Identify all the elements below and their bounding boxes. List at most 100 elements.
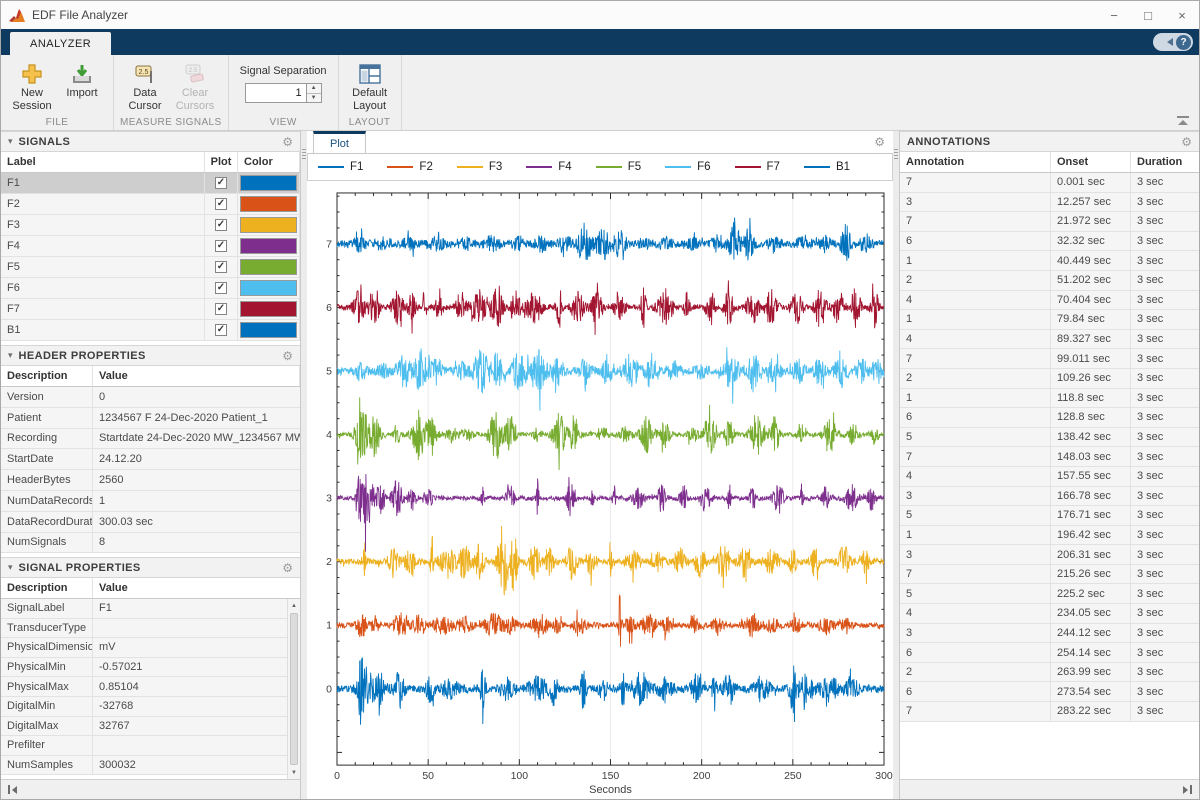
- clear-cursors-button[interactable]: 2.5 Clear Cursors: [170, 59, 220, 113]
- collapse-signals-icon[interactable]: ▾: [8, 136, 13, 147]
- annotation-row[interactable]: 489.327 sec3 sec: [900, 330, 1199, 350]
- signal-row-f2[interactable]: F2✓: [1, 194, 300, 215]
- stepper-down-icon[interactable]: ▼: [307, 94, 321, 103]
- signal-row-b1[interactable]: B1✓: [1, 320, 300, 341]
- annotation-row[interactable]: 6254.14 sec3 sec: [900, 643, 1199, 663]
- plot-area[interactable]: 05010015020025030001234567Seconds: [307, 181, 893, 799]
- header-property-row[interactable]: StartDate24.12.20: [1, 449, 300, 470]
- signal-property-row[interactable]: Prefilter: [1, 736, 287, 756]
- annotation-row[interactable]: 4157.55 sec3 sec: [900, 467, 1199, 487]
- scroll-down-icon[interactable]: ▼: [288, 766, 300, 779]
- annotation-row[interactable]: 3244.12 sec3 sec: [900, 624, 1199, 644]
- color-swatch[interactable]: [240, 217, 297, 233]
- annotation-row[interactable]: 1118.8 sec3 sec: [900, 389, 1199, 409]
- tab-analyzer[interactable]: ANALYZER: [10, 32, 111, 55]
- signal-separation-stepper[interactable]: ▲ ▼: [307, 83, 322, 103]
- signal-property-row[interactable]: DigitalMax32767: [1, 717, 287, 737]
- minimize-button[interactable]: −: [1097, 1, 1131, 29]
- annotation-row[interactable]: 721.972 sec3 sec: [900, 212, 1199, 232]
- annotation-row[interactable]: 312.257 sec3 sec: [900, 193, 1199, 213]
- collapse-right-panel-icon[interactable]: [1183, 785, 1192, 794]
- signal-property-row[interactable]: PhysicalMax0.85104: [1, 677, 287, 697]
- plot-checkbox[interactable]: ✓: [215, 240, 227, 252]
- signal-row-f1[interactable]: F1✓: [1, 173, 300, 194]
- annotation-row[interactable]: 6273.54 sec3 sec: [900, 682, 1199, 702]
- data-cursor-button[interactable]: 2.5 Data Cursor: [120, 59, 170, 113]
- annotation-row[interactable]: 7283.22 sec3 sec: [900, 702, 1199, 722]
- signal-row-f6[interactable]: F6✓: [1, 278, 300, 299]
- annotation-row[interactable]: 470.404 sec3 sec: [900, 291, 1199, 311]
- signal-property-row[interactable]: TransducerType: [1, 619, 287, 639]
- header-properties-gear-icon[interactable]: ⚙: [282, 350, 293, 362]
- import-button[interactable]: Import: [57, 59, 107, 100]
- annotation-row[interactable]: 7215.26 sec3 sec: [900, 565, 1199, 585]
- annotation-row[interactable]: 179.84 sec3 sec: [900, 310, 1199, 330]
- legend-item-f2[interactable]: F2: [387, 161, 432, 173]
- annotation-row[interactable]: 632.32 sec3 sec: [900, 232, 1199, 252]
- legend-item-b1[interactable]: B1: [804, 161, 850, 173]
- signal-props-scrollbar[interactable]: ▲ ▼: [287, 599, 300, 779]
- color-swatch[interactable]: [240, 280, 297, 296]
- annotation-row[interactable]: 2263.99 sec3 sec: [900, 663, 1199, 683]
- annotation-row[interactable]: 7148.03 sec3 sec: [900, 447, 1199, 467]
- header-property-row[interactable]: RecordingStartdate 24-Dec-2020 MW_123456…: [1, 429, 300, 450]
- signal-property-row[interactable]: PhysicalMin-0.57021: [1, 658, 287, 678]
- stepper-up-icon[interactable]: ▲: [307, 84, 321, 94]
- help-button[interactable]: ?: [1153, 33, 1193, 51]
- plot-checkbox[interactable]: ✓: [215, 177, 227, 189]
- header-property-row[interactable]: NumSignals8: [1, 533, 300, 554]
- signal-property-row[interactable]: NumSamples300032: [1, 756, 287, 776]
- default-layout-button[interactable]: Default Layout: [345, 59, 395, 113]
- plot-gear-icon[interactable]: ⚙: [874, 135, 885, 149]
- plot-checkbox[interactable]: ✓: [215, 219, 227, 231]
- collapse-ribbon-button[interactable]: [1177, 116, 1189, 125]
- annotation-row[interactable]: 1196.42 sec3 sec: [900, 526, 1199, 546]
- annotation-row[interactable]: 140.449 sec3 sec: [900, 251, 1199, 271]
- annotation-row[interactable]: 4234.05 sec3 sec: [900, 604, 1199, 624]
- annotation-row[interactable]: 5225.2 sec3 sec: [900, 584, 1199, 604]
- tab-plot[interactable]: Plot: [313, 131, 366, 153]
- collapse-signal-properties-icon[interactable]: ▾: [8, 562, 13, 573]
- annotation-row[interactable]: 5176.71 sec3 sec: [900, 506, 1199, 526]
- new-session-button[interactable]: New Session: [7, 59, 57, 113]
- signal-property-row[interactable]: SignalLabelF1: [1, 599, 287, 619]
- plot-checkbox[interactable]: ✓: [215, 303, 227, 315]
- annotation-row[interactable]: 3166.78 sec3 sec: [900, 487, 1199, 507]
- legend-item-f5[interactable]: F5: [596, 161, 641, 173]
- plot-checkbox[interactable]: ✓: [215, 324, 227, 336]
- maximize-button[interactable]: □: [1131, 1, 1165, 29]
- signal-row-f7[interactable]: F7✓: [1, 299, 300, 320]
- header-property-row[interactable]: HeaderBytes2560: [1, 470, 300, 491]
- plot-checkbox[interactable]: ✓: [215, 282, 227, 294]
- signal-property-row[interactable]: DigitalMin-32768: [1, 697, 287, 717]
- close-button[interactable]: ×: [1165, 1, 1199, 29]
- collapse-left-panel-icon[interactable]: [8, 785, 17, 794]
- signal-row-f4[interactable]: F4✓: [1, 236, 300, 257]
- waveform-plot[interactable]: 05010015020025030001234567Seconds: [307, 181, 893, 799]
- legend-item-f4[interactable]: F4: [526, 161, 571, 173]
- annotations-gear-icon[interactable]: ⚙: [1181, 136, 1192, 148]
- annotation-row[interactable]: 2109.26 sec3 sec: [900, 369, 1199, 389]
- annotation-row[interactable]: 6128.8 sec3 sec: [900, 408, 1199, 428]
- header-properties-header[interactable]: ▾ HEADER PROPERTIES ⚙: [1, 345, 300, 366]
- signal-row-f3[interactable]: F3✓: [1, 215, 300, 236]
- signal-row-f5[interactable]: F5✓: [1, 257, 300, 278]
- plot-checkbox[interactable]: ✓: [215, 198, 227, 210]
- color-swatch[interactable]: [240, 322, 297, 338]
- signals-panel-header[interactable]: ▾ SIGNALS ⚙: [1, 131, 300, 152]
- header-property-row[interactable]: Version0: [1, 387, 300, 408]
- annotation-row[interactable]: 799.011 sec3 sec: [900, 349, 1199, 369]
- scroll-up-icon[interactable]: ▲: [288, 599, 300, 612]
- color-swatch[interactable]: [240, 238, 297, 254]
- plot-checkbox[interactable]: ✓: [215, 261, 227, 273]
- header-property-row[interactable]: Patient1234567 F 24-Dec-2020 Patient_1: [1, 408, 300, 429]
- signal-separation-input[interactable]: [245, 83, 307, 103]
- legend-item-f3[interactable]: F3: [457, 161, 502, 173]
- annotation-row[interactable]: 251.202 sec3 sec: [900, 271, 1199, 291]
- annotation-row[interactable]: 70.001 sec3 sec: [900, 173, 1199, 193]
- annotation-row[interactable]: 5138.42 sec3 sec: [900, 428, 1199, 448]
- signal-properties-gear-icon[interactable]: ⚙: [282, 562, 293, 574]
- legend-item-f1[interactable]: F1: [318, 161, 363, 173]
- signal-properties-header[interactable]: ▾ SIGNAL PROPERTIES ⚙: [1, 557, 300, 578]
- color-swatch[interactable]: [240, 196, 297, 212]
